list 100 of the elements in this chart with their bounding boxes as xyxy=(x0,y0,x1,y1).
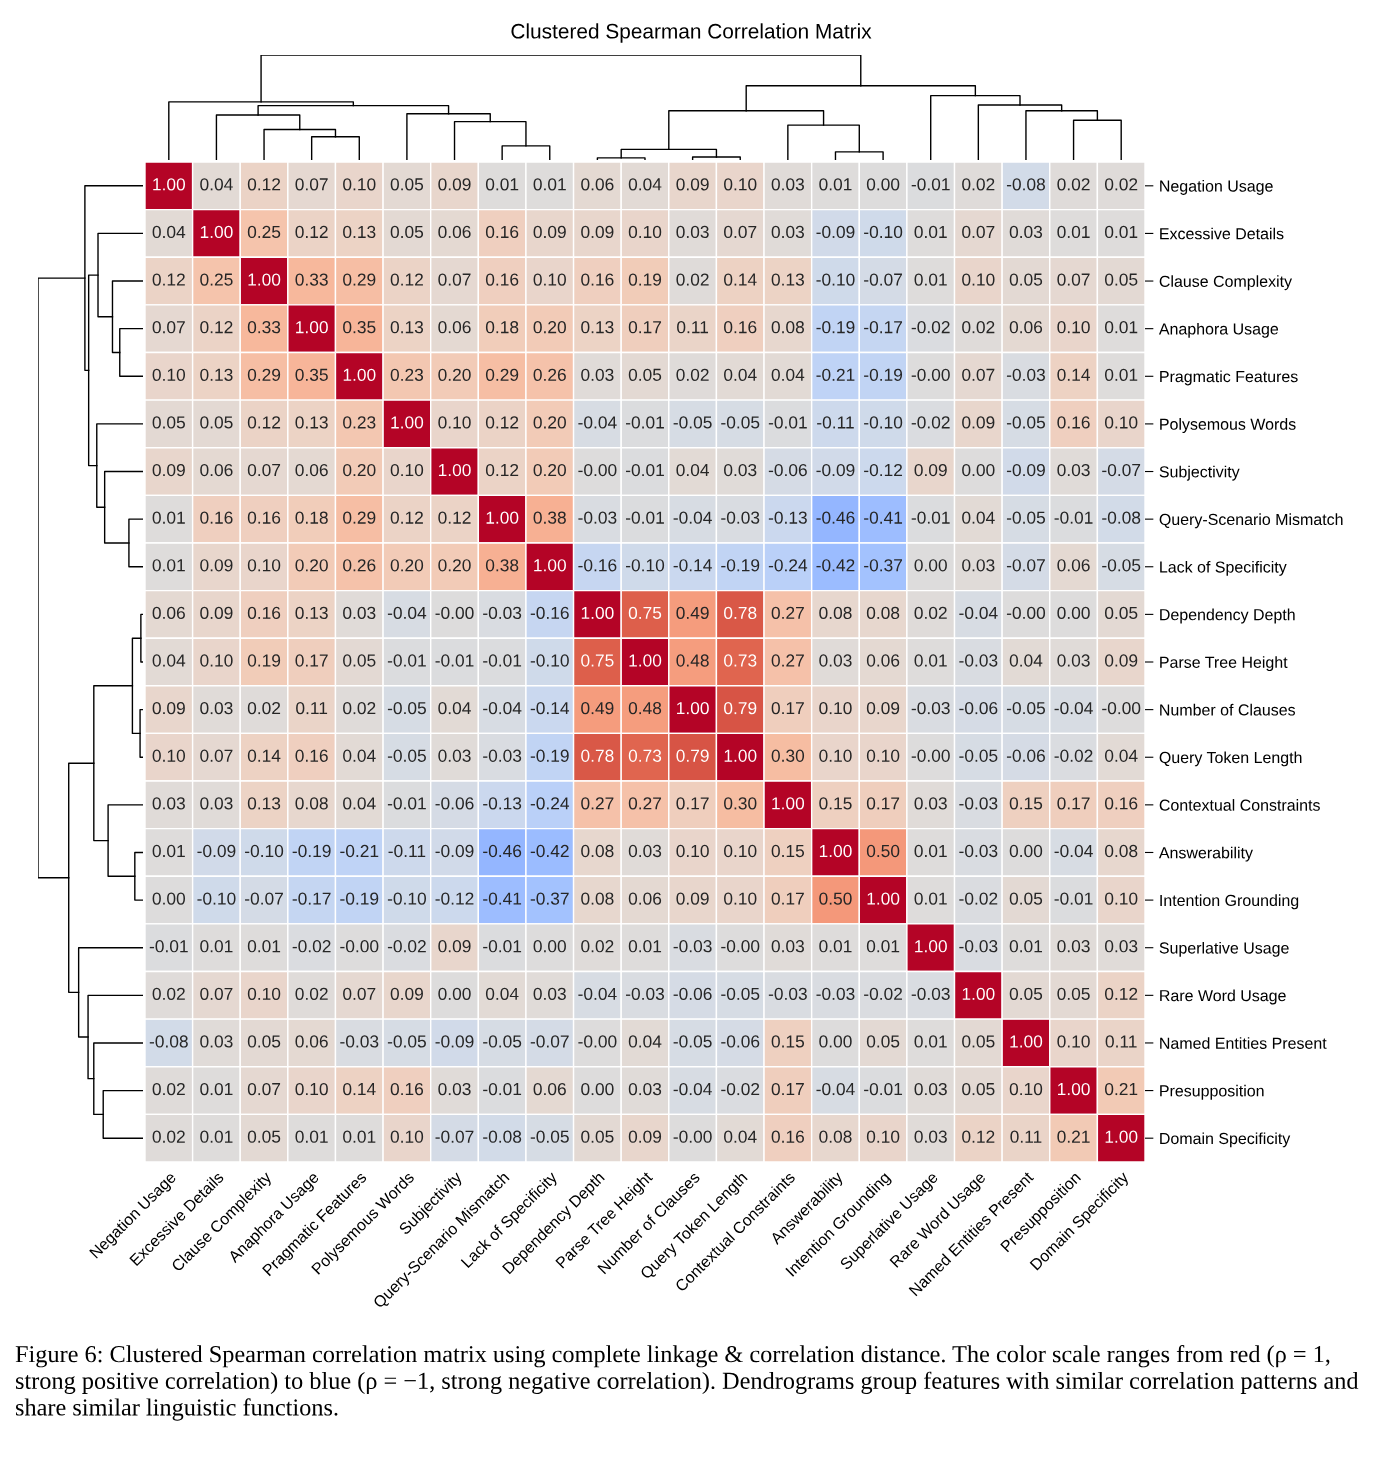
data-label: 0.21 xyxy=(1057,1130,1090,1143)
data-label: -0.03 xyxy=(483,749,522,762)
data-label: -0.05 xyxy=(387,749,426,762)
data-label: -0.01 xyxy=(625,416,664,429)
data-label: -0.09 xyxy=(816,225,855,239)
data-label: 0.05 xyxy=(962,1035,995,1048)
data-label: 0.50 xyxy=(819,892,852,905)
data-label: -0.05 xyxy=(959,749,998,762)
data-label: 0.07 xyxy=(438,273,471,286)
data-label: -0.00 xyxy=(673,1130,712,1143)
data-label: -0.05 xyxy=(721,416,760,429)
data-label: -0.14 xyxy=(530,701,570,715)
data-label: -0.10 xyxy=(864,416,903,429)
data-label: 0.16 xyxy=(200,511,233,524)
data-label: 0.35 xyxy=(295,368,328,381)
data-label: 0.78 xyxy=(724,606,757,620)
data-label: 0.00 xyxy=(152,892,186,905)
data-label: 0.03 xyxy=(533,987,566,1000)
data-label: -0.01 xyxy=(387,797,426,810)
data-label: 0.20 xyxy=(343,463,376,477)
data-label: 0.17 xyxy=(628,321,662,334)
data-label: -0.07 xyxy=(864,273,903,286)
data-label: -0.01 xyxy=(435,654,474,667)
data-label: -0.00 xyxy=(578,1035,617,1048)
data-label: 0.02 xyxy=(676,368,709,381)
data-label: -0.08 xyxy=(483,1130,522,1143)
data-label: 0.01 xyxy=(152,559,185,572)
data-label: 0.29 xyxy=(247,368,281,381)
data-label: 0.12 xyxy=(438,511,471,524)
data-label: 1.00 xyxy=(1105,1130,1138,1143)
data-label: -0.19 xyxy=(530,749,569,762)
data-label: 0.08 xyxy=(295,797,328,810)
data-label: 1.00 xyxy=(724,749,757,762)
data-label: 0.03 xyxy=(676,225,709,239)
data-label: -0.00 xyxy=(1006,606,1046,620)
data-label: 0.10 xyxy=(724,178,757,191)
data-label: 0.01 xyxy=(485,178,519,191)
data-label: -0.13 xyxy=(768,511,807,524)
data-label: 0.10 xyxy=(152,368,186,381)
data-label: 0.02 xyxy=(1104,178,1138,191)
data-label: 0.01 xyxy=(819,178,852,191)
data-label: 0.09 xyxy=(1104,654,1138,667)
data-label: 0.01 xyxy=(866,940,900,953)
data-label: -0.13 xyxy=(483,797,522,810)
data-label: -0.46 xyxy=(816,511,855,524)
data-label: 0.12 xyxy=(390,273,423,286)
data-label: -0.05 xyxy=(1006,701,1046,715)
data-label: 0.12 xyxy=(485,463,519,477)
data-label: -0.05 xyxy=(673,416,712,429)
data-label: -0.01 xyxy=(864,1082,903,1096)
data-label: -0.10 xyxy=(816,273,855,286)
data-label: -0.09 xyxy=(197,844,236,858)
data-label: 0.02 xyxy=(581,940,614,953)
data-label: 0.04 xyxy=(485,987,519,1000)
data-label: -0.41 xyxy=(864,511,903,524)
data-label: -0.03 xyxy=(959,654,998,667)
data-label: 1.00 xyxy=(343,368,376,381)
data-label: -0.24 xyxy=(530,797,570,810)
data-label: 0.03 xyxy=(771,940,804,953)
data-label: 0.05 xyxy=(581,1130,614,1143)
data-label: -0.02 xyxy=(721,1082,760,1096)
data-label: 0.01 xyxy=(914,892,947,905)
data-label: 0.78 xyxy=(581,749,614,762)
data-label: 0.07 xyxy=(962,368,995,381)
data-label: 0.01 xyxy=(1104,225,1138,239)
data-label: 0.04 xyxy=(1009,654,1043,667)
data-label: 0.03 xyxy=(200,701,233,715)
data-label: -0.03 xyxy=(578,511,617,524)
data-label: 0.21 xyxy=(1104,1082,1138,1096)
data-label: 0.12 xyxy=(295,225,328,239)
data-label: 0.05 xyxy=(1009,987,1043,1000)
data-label: -0.03 xyxy=(911,701,950,715)
data-label: 0.16 xyxy=(295,749,328,762)
data-label: -0.01 xyxy=(483,654,522,667)
data-label: 0.05 xyxy=(390,225,424,239)
data-label: 0.05 xyxy=(866,1035,900,1048)
data-label: -0.01 xyxy=(387,654,426,667)
data-label: 0.05 xyxy=(390,178,424,191)
data-label: 0.04 xyxy=(343,797,376,810)
data-label: -0.06 xyxy=(1006,749,1045,762)
data-label: -0.06 xyxy=(959,701,998,715)
data-label: 0.09 xyxy=(438,178,471,191)
data-label: 0.10 xyxy=(819,701,852,715)
data-label: 0.10 xyxy=(390,463,424,477)
data-label: -0.03 xyxy=(1006,368,1045,381)
data-label: 0.04 xyxy=(771,368,805,381)
data-label: 0.09 xyxy=(200,559,233,572)
data-label: 0.10 xyxy=(676,844,709,858)
data-label: -0.02 xyxy=(387,940,426,953)
data-label: 0.01 xyxy=(247,940,281,953)
data-label: 0.00 xyxy=(533,940,566,953)
data-label: 0.03 xyxy=(200,1035,233,1048)
data-label: 1.00 xyxy=(867,892,900,905)
data-label: -0.00 xyxy=(435,606,474,620)
data-label: 0.13 xyxy=(771,273,804,286)
data-label: -0.02 xyxy=(292,940,331,953)
data-label: 0.12 xyxy=(962,1130,995,1143)
data-label: 1.00 xyxy=(248,273,281,286)
data-label: 0.33 xyxy=(247,321,281,334)
data-label: -0.06 xyxy=(673,987,712,1000)
